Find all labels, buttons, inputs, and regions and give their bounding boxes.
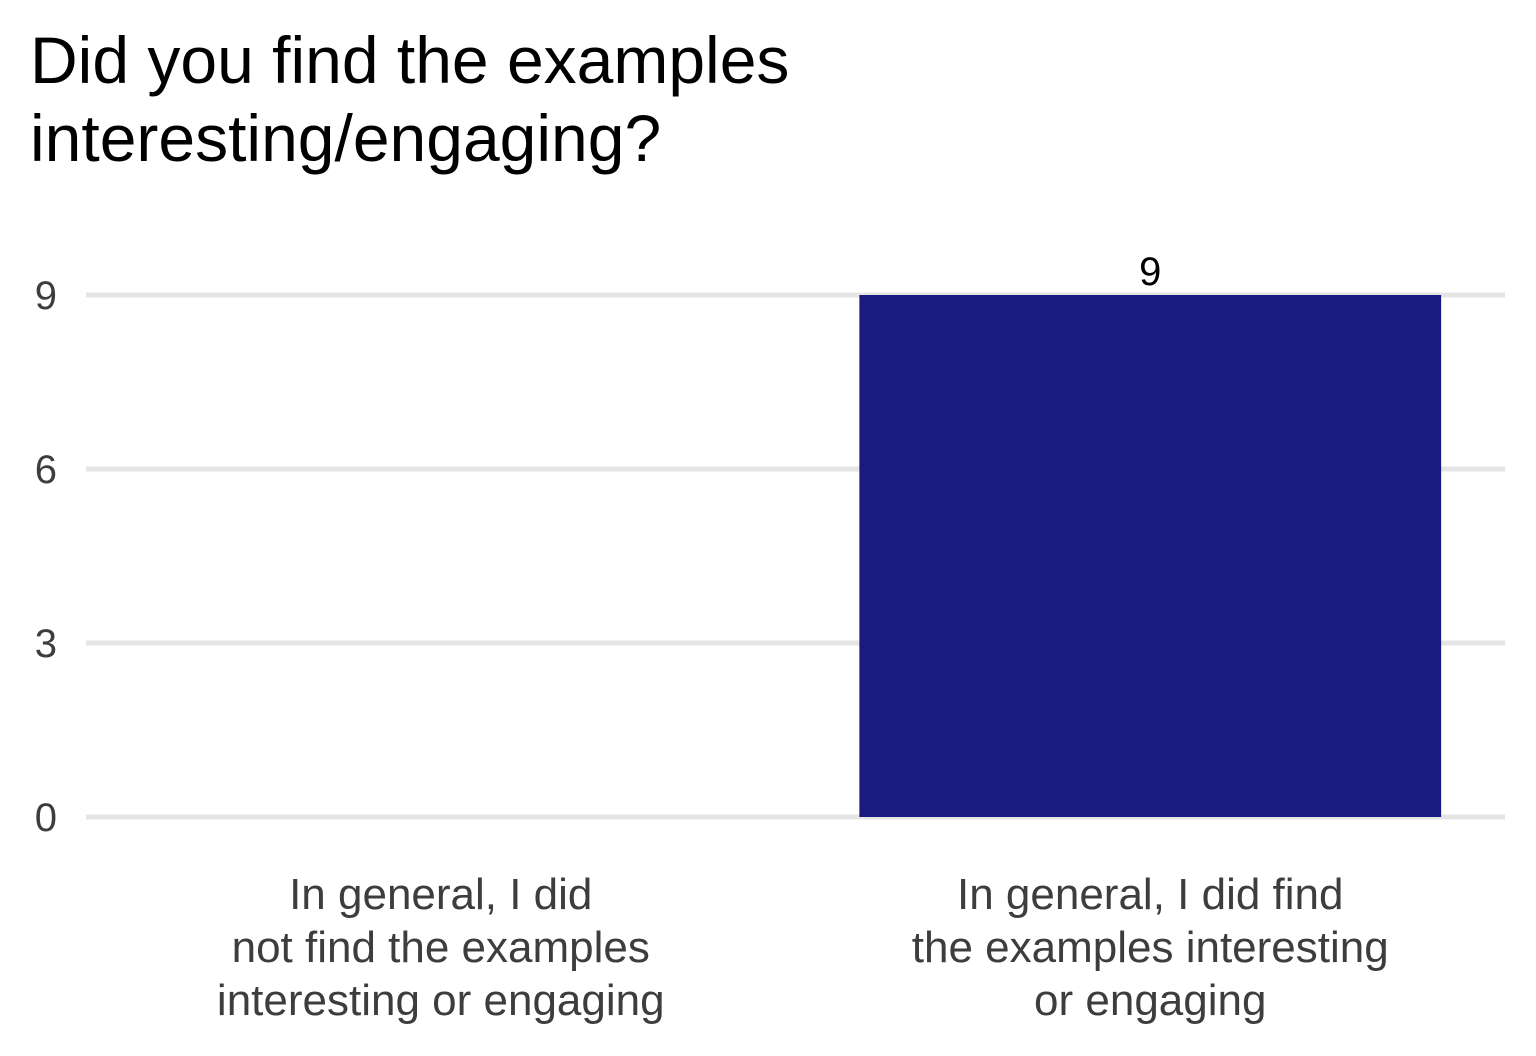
bar <box>859 295 1442 817</box>
chart-title: Did you find the examples interesting/en… <box>30 23 789 175</box>
data-labels: 9 <box>1139 250 1161 294</box>
x-category-label-line: not find the examples <box>232 923 650 972</box>
y-tick-label: 0 <box>35 796 57 840</box>
bars <box>859 295 1442 817</box>
x-category-label-line: In general, I did find <box>957 870 1343 919</box>
bar-value-label: 9 <box>1139 250 1161 294</box>
chart-title-line-1: Did you find the examples <box>30 23 789 97</box>
x-category-label-line: In general, I did <box>289 870 592 919</box>
x-category-label-line: or engaging <box>1034 976 1266 1025</box>
x-category-label-line: interesting or engaging <box>217 976 665 1025</box>
x-category-label-line: the examples interesting <box>912 923 1389 972</box>
y-tick-label: 3 <box>35 622 57 666</box>
y-axis-tick-labels: 0 3 6 9 <box>35 274 57 840</box>
y-tick-label: 6 <box>35 448 57 492</box>
y-tick-label: 9 <box>35 274 57 318</box>
chart-title-line-2: interesting/engaging? <box>30 101 661 175</box>
